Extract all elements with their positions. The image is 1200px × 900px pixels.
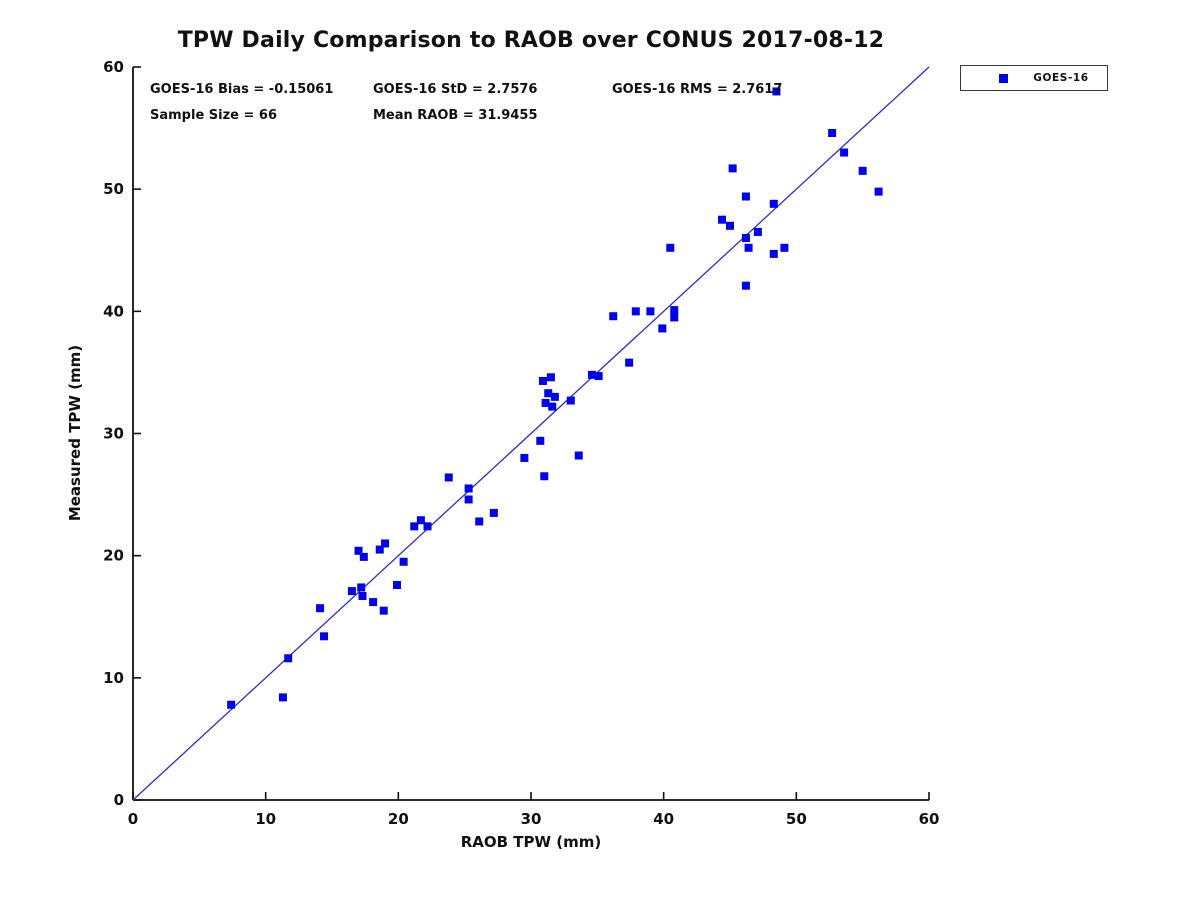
data-point bbox=[631, 307, 640, 316]
data-point bbox=[780, 243, 789, 252]
data-point bbox=[489, 508, 498, 517]
x-tick-label: 50 bbox=[786, 810, 807, 828]
data-point bbox=[548, 402, 557, 411]
data-point bbox=[320, 632, 329, 641]
data-point bbox=[375, 545, 384, 554]
x-tick-label: 20 bbox=[388, 810, 409, 828]
y-tick-label: 20 bbox=[103, 547, 124, 565]
data-point bbox=[594, 372, 603, 381]
data-point bbox=[520, 453, 529, 462]
data-point bbox=[741, 234, 750, 243]
data-point bbox=[536, 436, 545, 445]
data-point bbox=[858, 166, 867, 175]
chart-title: TPW Daily Comparison to RAOB over CONUS … bbox=[177, 28, 885, 53]
data-point bbox=[625, 358, 634, 367]
data-point bbox=[609, 312, 618, 321]
data-point bbox=[544, 389, 553, 398]
y-tick-label: 10 bbox=[103, 669, 124, 687]
data-point bbox=[588, 370, 597, 379]
y-tick-label: 50 bbox=[103, 180, 124, 198]
data-point bbox=[369, 598, 378, 607]
data-point bbox=[464, 484, 473, 493]
data-point bbox=[540, 472, 549, 481]
x-tick-label: 30 bbox=[521, 810, 542, 828]
data-point bbox=[393, 580, 402, 589]
data-point bbox=[566, 396, 575, 405]
data-point bbox=[423, 522, 432, 531]
data-point bbox=[475, 517, 484, 526]
data-point bbox=[646, 307, 655, 316]
data-point bbox=[541, 398, 550, 407]
data-point bbox=[316, 604, 325, 613]
data-point bbox=[670, 306, 679, 315]
x-tick-label: 40 bbox=[653, 810, 674, 828]
stat-sample-size: Sample Size = 66 bbox=[150, 108, 278, 123]
stat-rms: GOES-16 RMS = 2.7617 bbox=[612, 82, 783, 97]
y-tick-label: 0 bbox=[114, 791, 124, 809]
data-point bbox=[381, 539, 390, 548]
stat-mean-raob: Mean RAOB = 31.9455 bbox=[373, 108, 538, 123]
data-point bbox=[358, 591, 367, 600]
data-point bbox=[546, 373, 555, 382]
x-axis-label: RAOB TPW (mm) bbox=[460, 833, 602, 851]
data-point bbox=[444, 473, 453, 482]
data-point bbox=[769, 249, 778, 258]
data-point bbox=[550, 392, 559, 401]
data-point bbox=[227, 700, 236, 709]
data-point bbox=[753, 227, 762, 236]
data-point bbox=[769, 199, 778, 208]
y-axis-label: Measured TPW (mm) bbox=[66, 344, 84, 522]
data-point bbox=[399, 557, 408, 566]
x-tick-label: 10 bbox=[255, 810, 276, 828]
data-point bbox=[379, 606, 388, 615]
data-point bbox=[670, 313, 679, 322]
y-tick-label: 60 bbox=[103, 58, 124, 76]
data-point bbox=[772, 87, 781, 96]
data-point bbox=[574, 451, 583, 460]
data-point bbox=[347, 587, 356, 596]
data-point bbox=[354, 546, 363, 555]
data-point bbox=[538, 376, 547, 385]
data-point bbox=[744, 243, 753, 252]
data-point bbox=[741, 192, 750, 201]
x-tick-label: 0 bbox=[128, 810, 138, 828]
stat-bias: GOES-16 Bias = -0.15061 bbox=[150, 82, 334, 97]
data-point bbox=[464, 495, 473, 504]
legend: GOES-16 bbox=[960, 65, 1108, 91]
data-point bbox=[741, 281, 750, 290]
data-point bbox=[416, 516, 425, 525]
data-point bbox=[840, 148, 849, 157]
data-point bbox=[874, 187, 883, 196]
data-point bbox=[357, 583, 366, 592]
data-point bbox=[359, 552, 368, 561]
data-point bbox=[718, 215, 727, 224]
data-point bbox=[728, 164, 737, 173]
stat-std: GOES-16 StD = 2.7576 bbox=[373, 82, 538, 97]
data-point bbox=[278, 693, 287, 702]
data-point bbox=[284, 654, 293, 663]
data-point bbox=[658, 324, 667, 333]
data-point bbox=[666, 243, 675, 252]
identity-line bbox=[132, 66, 930, 801]
data-point bbox=[828, 128, 837, 137]
legend-label: GOES-16 bbox=[1033, 72, 1089, 84]
x-tick-label: 60 bbox=[919, 810, 940, 828]
y-tick-label: 40 bbox=[103, 302, 124, 320]
legend-marker-icon bbox=[999, 74, 1008, 83]
data-point bbox=[410, 522, 419, 531]
data-point bbox=[726, 221, 734, 230]
y-tick-label: 30 bbox=[103, 425, 124, 443]
